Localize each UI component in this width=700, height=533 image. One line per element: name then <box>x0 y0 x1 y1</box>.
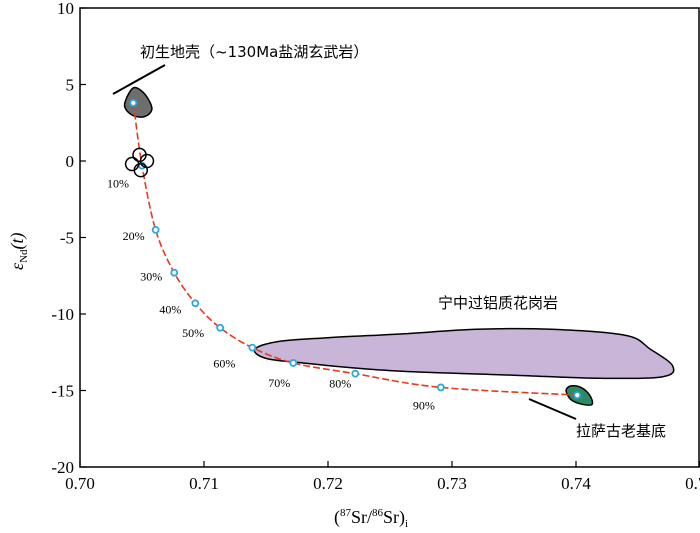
y-tick-label: 0 <box>66 152 75 171</box>
x-tick-label: 0.74 <box>561 474 591 493</box>
x-tick-label: 0.73 <box>437 474 467 493</box>
granite-label: 宁中过铝质花岗岩 <box>438 294 558 312</box>
basement-label: 拉萨古老基底 <box>576 422 666 440</box>
granite-field <box>253 327 675 380</box>
mixing-curve-line <box>132 102 578 396</box>
mixing-point <box>351 369 360 378</box>
x-tick-label: 0.71 <box>189 474 219 493</box>
mixing-point <box>170 268 179 277</box>
y-tick-label: -20 <box>51 458 74 477</box>
x-tick-label: 0.70 <box>65 474 95 493</box>
mixing-point <box>436 383 445 392</box>
plot-frame <box>79 7 700 468</box>
basement-callout-line <box>528 398 577 420</box>
mixing-point <box>289 359 298 367</box>
end-member-point <box>129 98 138 107</box>
mixing-point <box>191 299 200 308</box>
curve-layer: 10% 20% 30% 40%50% 60% 70% 80% 90% <box>107 98 582 412</box>
mixing-point-label: 70% <box>268 376 290 390</box>
y-tick-label: -10 <box>51 305 74 324</box>
mixing-point-label: 50% <box>182 326 204 340</box>
mixing-point-label: 80% <box>329 377 351 391</box>
x-tick-label: 0.72 <box>313 474 343 493</box>
crust-field <box>123 86 153 118</box>
crust-label: 初生地壳（~130Ma盐湖玄武岩） <box>140 43 368 61</box>
x-tick-label: 0.75 <box>685 474 700 493</box>
crust-callout-line <box>112 64 166 95</box>
mixing-point-label: 60% <box>213 357 235 371</box>
y-axis-label: εNd(t) <box>7 232 30 270</box>
end-member-point <box>573 391 582 399</box>
x-axis-label: (87Sr/86Sr)i <box>334 507 408 530</box>
y-tick-label: -5 <box>60 229 74 248</box>
axes-layer: 0.70 0.71 0.72 0.73 0.74 0.75 10 5 0 -5 -10 -15 -20 <box>51 0 700 493</box>
y-tick-label: -15 <box>51 382 74 401</box>
y-tick-label: 5 <box>66 76 75 95</box>
mixing-point-label: 30% <box>140 270 162 284</box>
mixing-point-label: 90% <box>413 398 435 412</box>
samples-layer <box>124 147 155 178</box>
mixing-point-label: 10% <box>107 177 129 191</box>
mixing-point <box>151 225 160 234</box>
fields-layer <box>123 86 675 406</box>
mixing-point-label: 20% <box>123 229 145 243</box>
mixing-point <box>216 323 225 332</box>
sample-point <box>133 162 149 178</box>
mixing-point-label: 40% <box>159 302 181 316</box>
y-tick-label: 10 <box>57 0 74 18</box>
sample-point <box>124 156 140 172</box>
mixing-point <box>248 343 257 352</box>
